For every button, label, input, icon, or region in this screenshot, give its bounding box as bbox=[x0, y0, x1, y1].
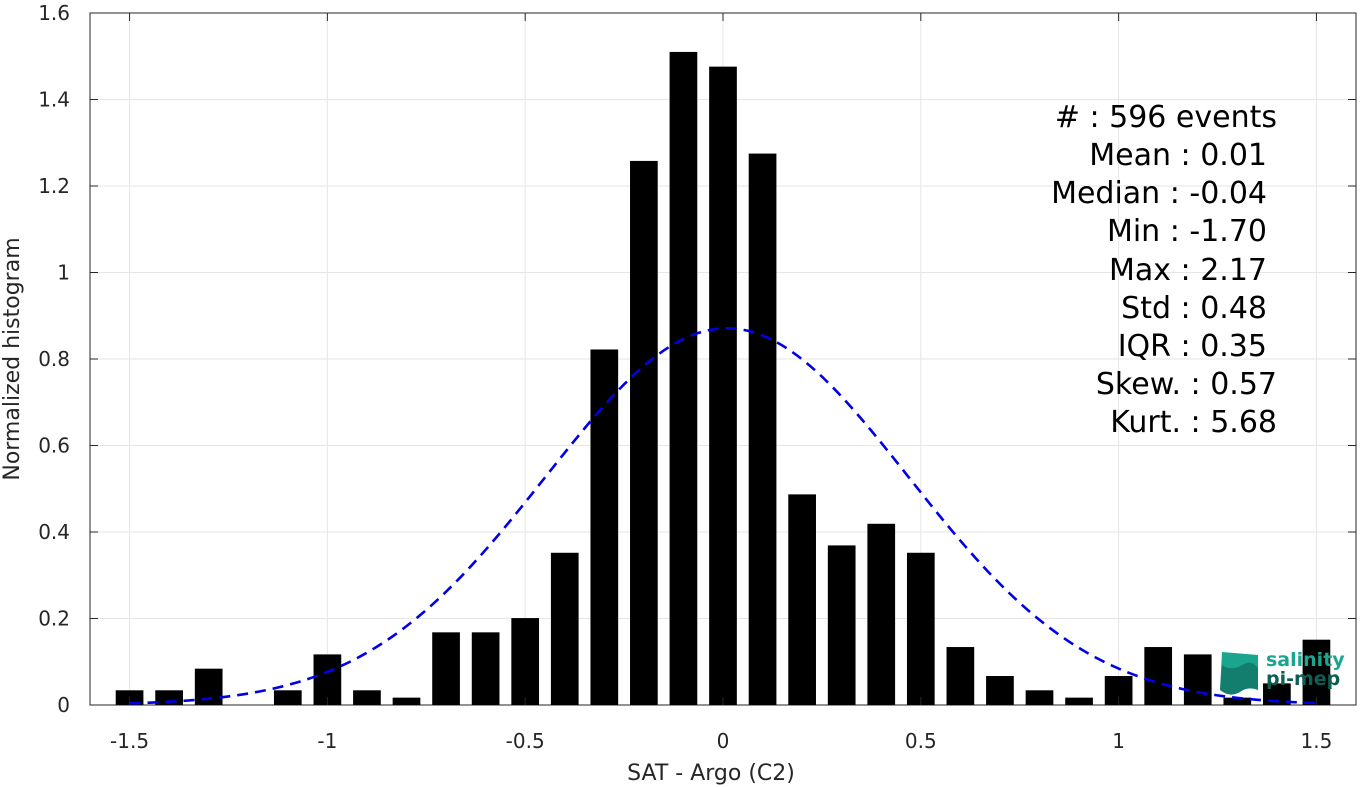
stat-mean: Mean : 0.01 bbox=[1089, 138, 1267, 173]
normal-fit-curve bbox=[129, 326, 1317, 705]
histogram-bar bbox=[867, 523, 896, 705]
histogram-bar bbox=[511, 618, 540, 705]
histogram-bar bbox=[748, 153, 777, 705]
salinity-pimep-logo: salinity pi-mep bbox=[1220, 649, 1345, 695]
histogram-bar bbox=[827, 545, 856, 705]
x-tick-label: 1 bbox=[1112, 729, 1125, 753]
y-tick-label: 0.2 bbox=[38, 607, 70, 631]
histogram-bar bbox=[273, 690, 302, 705]
histogram-bar bbox=[906, 552, 935, 705]
y-tick-label: 1.4 bbox=[38, 88, 70, 112]
y-axis-title: Normalized histogram bbox=[0, 237, 25, 480]
stat-skew: Skew. : 0.57 bbox=[1096, 367, 1277, 402]
histogram-bar bbox=[1302, 639, 1331, 705]
x-tick-label: -0.5 bbox=[506, 729, 545, 753]
y-tick-label: 0.6 bbox=[38, 434, 70, 458]
stat-max: Max : 2.17 bbox=[1109, 253, 1267, 288]
x-tick-label: -1 bbox=[317, 729, 337, 753]
statistics-box: # : 596 events Mean : 0.01 Median : -0.0… bbox=[1051, 100, 1277, 440]
histogram-bar bbox=[669, 51, 698, 706]
histogram-bar bbox=[432, 632, 460, 705]
y-tick-label: 0 bbox=[57, 693, 70, 717]
x-axis-title: SAT - Argo (C2) bbox=[627, 761, 795, 786]
y-tick-label: 0.4 bbox=[38, 520, 70, 544]
y-axis-ticks: 0 0.2 0.4 0.6 0.8 1 1.2 1.4 1.6 bbox=[38, 1, 1356, 717]
histogram-bar bbox=[392, 697, 421, 705]
x-axis-ticks: -1.5 -1 -0.5 0 0.5 1 1.5 bbox=[110, 13, 1332, 753]
logo-line2: pi-mep bbox=[1266, 668, 1340, 690]
histogram-bar bbox=[1065, 697, 1093, 705]
y-tick-label: 1.6 bbox=[38, 1, 70, 25]
x-tick-label: 1.5 bbox=[1301, 729, 1333, 753]
x-tick-label: -1.5 bbox=[110, 729, 149, 753]
y-tick-label: 1 bbox=[57, 261, 70, 285]
stat-min: Min : -1.70 bbox=[1107, 214, 1267, 249]
histogram-bar bbox=[471, 632, 500, 705]
logo-line1: salinity bbox=[1266, 649, 1345, 671]
histogram-bar bbox=[1223, 697, 1252, 705]
y-tick-label: 1.2 bbox=[38, 174, 70, 198]
histogram-bar bbox=[353, 690, 381, 705]
histogram-bar bbox=[709, 66, 737, 705]
histogram-bar bbox=[1025, 690, 1054, 705]
histogram-bar bbox=[1183, 654, 1212, 705]
y-tick-label: 0.8 bbox=[38, 347, 70, 371]
histogram-bar bbox=[788, 494, 816, 705]
stat-count: # : 596 events bbox=[1055, 100, 1277, 135]
stat-median: Median : -0.04 bbox=[1051, 176, 1267, 211]
x-tick-label: 0 bbox=[717, 729, 730, 753]
histogram-bar bbox=[550, 552, 579, 705]
histogram-bar bbox=[590, 349, 619, 705]
stat-kurt: Kurt. : 5.68 bbox=[1110, 405, 1277, 440]
histogram-bar bbox=[630, 160, 658, 706]
histogram-bar bbox=[313, 654, 342, 705]
histogram-bar bbox=[1144, 647, 1173, 705]
histogram-bar bbox=[946, 647, 975, 705]
stat-std: Std : 0.48 bbox=[1121, 291, 1267, 326]
stat-iqr: IQR : 0.35 bbox=[1118, 329, 1267, 364]
histogram-bar bbox=[986, 676, 1014, 705]
logo-wave-shade-icon bbox=[1220, 662, 1258, 695]
x-tick-label: 0.5 bbox=[905, 729, 937, 753]
bars bbox=[115, 51, 1331, 706]
